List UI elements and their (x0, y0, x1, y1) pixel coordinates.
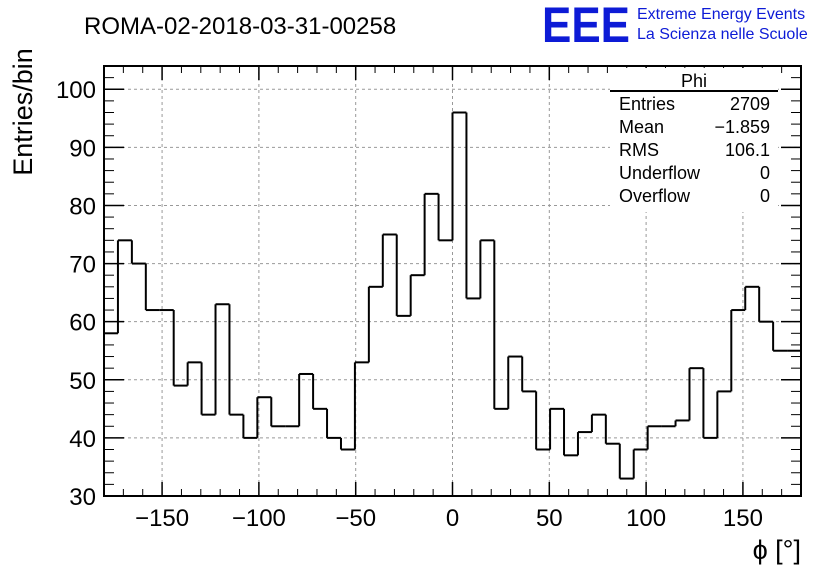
stats-value-overflow: 0 (760, 186, 770, 206)
stats-label-overflow: Overflow (619, 186, 691, 206)
x-tick-label: −50 (335, 505, 376, 532)
stats-value-mean: −1.859 (714, 117, 770, 137)
y-tick-label: 60 (69, 310, 96, 337)
stats-label-entries: Entries (619, 94, 675, 114)
y-tick-label: 100 (56, 77, 96, 104)
stats-box-title: Phi (681, 71, 707, 91)
y-tick-label: 40 (69, 426, 96, 453)
eee-branding: EEE Extreme Energy Events La Scienza nel… (542, 0, 808, 53)
stats-box: Phi Entries 2709 Mean −1.859 RMS 106.1 U… (610, 68, 778, 212)
y-tick-label: 30 (69, 484, 96, 511)
x-tick-label: −150 (135, 505, 189, 532)
x-tick-label: 150 (723, 505, 763, 532)
x-axis-title: ϕ [°] (753, 535, 801, 565)
stats-label-mean: Mean (619, 117, 664, 137)
x-tick-label: −100 (232, 505, 286, 532)
y-tick-label: 50 (69, 368, 96, 395)
x-tick-label: 100 (626, 505, 666, 532)
x-tick-label: 50 (536, 505, 563, 532)
stats-value-rms: 106.1 (725, 140, 770, 160)
branding-line-1: Extreme Energy Events (637, 6, 805, 23)
branding-line-2: La Scienza nelle Scuole (637, 26, 808, 43)
stats-label-underflow: Underflow (619, 163, 701, 183)
chart-title: ROMA-02-2018-03-31-00258 (84, 13, 396, 40)
y-tick-label: 70 (69, 252, 96, 279)
histogram-bars (104, 111, 801, 480)
y-tick-label: 80 (69, 193, 96, 220)
stats-label-rms: RMS (619, 140, 659, 160)
stats-value-entries: 2709 (730, 94, 770, 114)
y-tick-label: 90 (69, 135, 96, 162)
eee-logo: EEE (542, 0, 630, 53)
x-tick-label: 0 (446, 505, 459, 532)
axes: −150 −100 −50 0 50 100 150 30 40 50 60 70 80 90 100 (56, 65, 802, 532)
stats-value-underflow: 0 (760, 163, 770, 183)
y-axis-title: Entries/bin (8, 48, 38, 176)
